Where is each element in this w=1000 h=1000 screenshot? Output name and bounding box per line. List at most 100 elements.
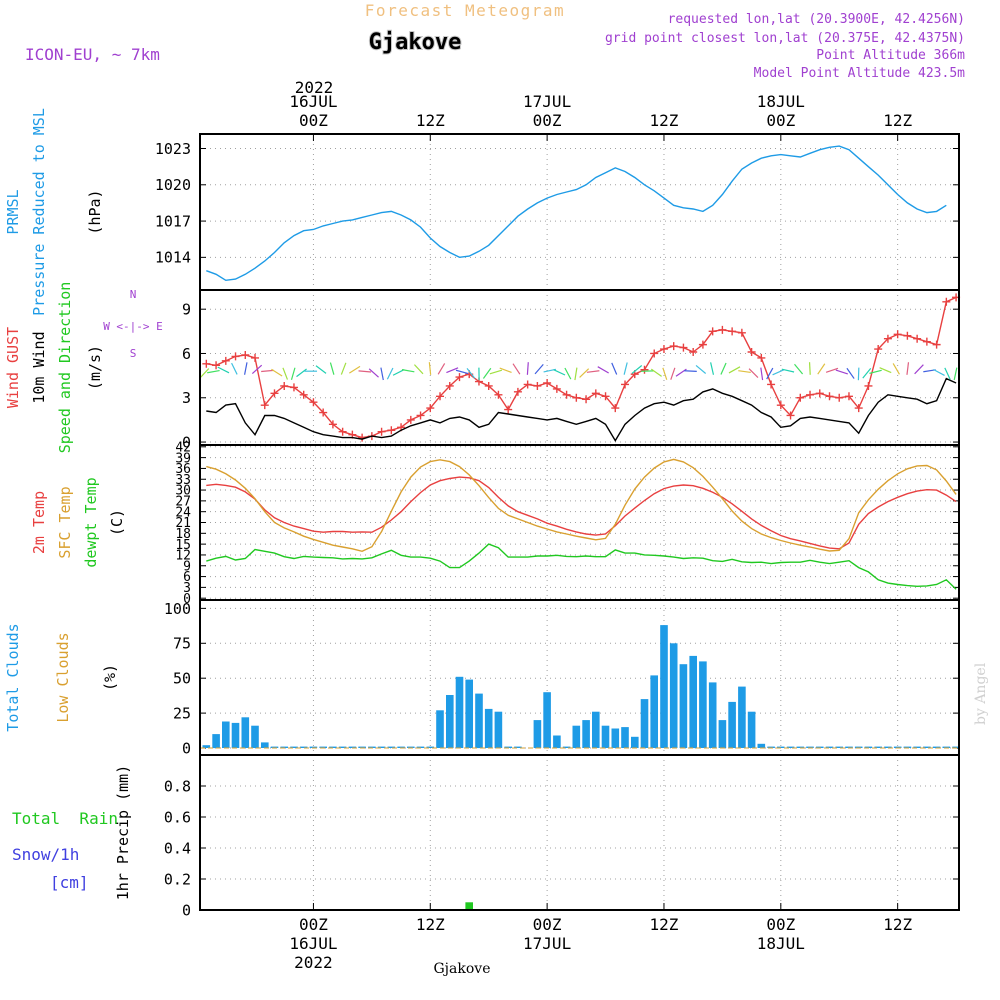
gust-point — [776, 401, 785, 410]
wind-direction-arrow — [244, 362, 248, 375]
gust-point — [552, 384, 561, 393]
wind-direction-arrow — [808, 362, 811, 375]
wind-direction-arrow — [760, 367, 764, 381]
bar-clouds — [212, 734, 220, 749]
bar-clouds — [679, 664, 688, 748]
wind-direction-arrow — [944, 367, 951, 380]
wind-direction-arrow — [695, 364, 707, 374]
gust-point — [718, 325, 727, 334]
bar-clouds — [640, 699, 649, 748]
wind-direction-arrow — [340, 362, 347, 375]
bar-clouds — [621, 727, 629, 748]
gust-point — [757, 353, 766, 362]
wind-direction-arrow — [386, 367, 394, 380]
gust-point — [484, 381, 493, 390]
y-axis-label-clouds-0: Total Clouds — [4, 623, 22, 731]
top-time-label: 17JUL — [523, 92, 571, 111]
gust-point — [319, 408, 328, 417]
wind-direction-arrow — [825, 367, 839, 373]
bar-clouds — [290, 746, 298, 748]
wind-direction-arrow — [728, 366, 741, 374]
gust-point — [698, 340, 707, 349]
bottom-time-label: 12Z — [650, 915, 679, 934]
y-tick-label: 1020 — [155, 176, 191, 194]
series-line-temperature-0 — [206, 476, 957, 550]
bottom-time-label: 2022 — [294, 953, 333, 972]
y-tick-label: 0.4 — [164, 839, 191, 857]
wind-direction-arrow — [231, 362, 238, 375]
wind-direction-arrow — [392, 369, 405, 376]
gust-point — [708, 327, 717, 336]
y-axis-label-pressure-0: PRMSL — [4, 189, 22, 234]
bar-clouds — [854, 746, 863, 748]
bar-clouds — [329, 746, 337, 748]
bar-clouds — [893, 746, 902, 748]
bar-clouds — [231, 722, 240, 748]
bar-clouds — [796, 746, 805, 748]
wind-direction-arrow — [623, 362, 628, 375]
gust-point — [436, 392, 445, 401]
wind-direction-arrow — [684, 370, 697, 372]
y-axis-label-temperature-1: SFC Temp — [56, 486, 74, 558]
gust-point — [289, 383, 298, 392]
bar-clouds — [660, 625, 668, 748]
bar-clouds — [241, 717, 250, 748]
bar-clouds — [416, 746, 425, 748]
wind-direction-arrow — [846, 367, 855, 379]
wind-direction-arrow — [428, 362, 432, 375]
y-tick-label: 36 — [175, 462, 191, 477]
panel-frame — [199, 133, 960, 291]
wind-direction-arrow — [446, 367, 459, 374]
wind-direction-arrow — [720, 362, 727, 375]
bar-clouds — [494, 711, 503, 748]
series-line-temperature-1 — [206, 458, 957, 553]
gust-point — [679, 343, 688, 352]
bottom-time-label: 12Z — [883, 915, 912, 934]
gust-point — [942, 297, 951, 306]
bottom-time-label: 12Z — [416, 915, 445, 934]
bar-clouds — [377, 746, 386, 748]
wind-direction-arrow — [781, 368, 795, 373]
top-time-label: 18JUL — [757, 92, 805, 111]
panel-precip: 0 0.2 0.4 0.6 0.8 1hr Precip (mm) — [114, 754, 960, 919]
y-axis-label-clouds-2: (%) — [101, 664, 119, 691]
y-axis-label-precip-0: 1hr Precip (mm) — [114, 765, 132, 900]
wind-direction-arrow — [512, 363, 521, 375]
bar-clouds — [504, 746, 512, 748]
y-tick-label: 100 — [164, 600, 191, 618]
gust-point — [844, 392, 853, 401]
wind-direction-arrow — [261, 369, 274, 373]
gust-point — [377, 427, 386, 436]
bar-clouds — [358, 746, 366, 748]
bar-clouds — [884, 746, 892, 748]
gust-point — [728, 327, 737, 336]
gust-point — [650, 349, 659, 358]
bar-clouds — [767, 746, 775, 748]
bar-clouds — [280, 746, 288, 748]
compass-north: N — [130, 288, 137, 301]
wind-direction-arrow — [271, 368, 283, 377]
bar-clouds — [270, 746, 279, 748]
watermark: by Angel — [973, 662, 989, 725]
wind-direction-arrow — [482, 367, 492, 379]
bar-clouds — [582, 720, 590, 748]
bar-clouds — [631, 736, 639, 748]
wind-direction-arrow — [455, 369, 469, 375]
wind-direction-arrow — [670, 367, 676, 380]
series-line-temperature-2 — [206, 543, 957, 590]
top-time-label: 00Z — [299, 111, 328, 130]
bar-clouds — [942, 746, 951, 748]
y-tick-label: 9 — [183, 559, 191, 574]
wind-direction-arrow — [358, 370, 372, 373]
gust-point — [601, 392, 610, 401]
bar-clouds — [407, 746, 415, 748]
bar-clouds — [952, 746, 960, 748]
bar-clouds — [426, 746, 435, 748]
y-tick-label: 1023 — [155, 140, 191, 158]
bar-clouds — [777, 746, 785, 748]
gust-point — [543, 379, 552, 387]
top-time-label: 00Z — [533, 111, 562, 130]
y-tick-label: 25 — [173, 705, 191, 723]
y-axis-label-wind-0: Wind GUST — [4, 327, 22, 408]
